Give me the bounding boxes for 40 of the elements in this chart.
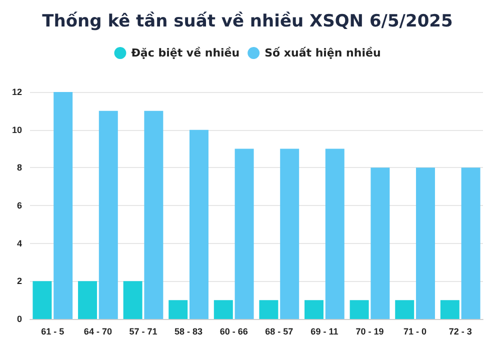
- x-tick-label: 60 - 66: [220, 326, 248, 336]
- x-tick-label: 61 - 5: [41, 326, 64, 336]
- bar: [304, 300, 324, 319]
- y-tick-label: 2: [16, 276, 22, 286]
- bar: [350, 300, 369, 319]
- bar: [440, 300, 460, 319]
- y-tick-label: 0: [16, 314, 22, 324]
- x-tick-label: 69 - 11: [310, 326, 338, 336]
- legend-label: Đặc biệt về nhiều: [131, 46, 240, 60]
- bar: [416, 168, 435, 319]
- bar: [259, 300, 278, 319]
- bar: [325, 148, 344, 319]
- bar: [144, 110, 164, 319]
- y-tick-label: 4: [16, 238, 22, 248]
- bar: [32, 281, 52, 319]
- x-tick-label: 72 - 3: [448, 326, 472, 336]
- bar: [78, 281, 97, 319]
- bar: [123, 281, 142, 319]
- y-tick-label: 6: [16, 200, 22, 210]
- x-tick-label: 57 - 71: [129, 326, 158, 336]
- y-tick-label: 10: [12, 124, 22, 135]
- bar: [54, 92, 73, 319]
- bar: [214, 300, 233, 319]
- bar: [234, 148, 254, 319]
- bar: [395, 300, 414, 319]
- y-tick-label: 8: [16, 162, 22, 173]
- bar: [190, 130, 208, 319]
- bar: [98, 110, 118, 319]
- bar: [370, 168, 390, 319]
- chart-title: Thống kê tần suất về nhiều XSQN 6/5/2025: [42, 12, 453, 32]
- x-tick-label: 68 - 57: [265, 326, 294, 336]
- x-tick-label: 70 - 19: [356, 326, 384, 336]
- bar: [280, 148, 300, 319]
- x-tick-label: 58 - 83: [174, 326, 203, 336]
- x-tick-label: 71 - 0: [404, 326, 427, 336]
- y-tick-label: 12: [12, 87, 22, 97]
- bar: [168, 300, 188, 319]
- x-tick-label: 64 - 70: [84, 326, 112, 336]
- bar: [461, 168, 480, 319]
- legend-label: Số xuất hiện nhiều: [264, 46, 381, 60]
